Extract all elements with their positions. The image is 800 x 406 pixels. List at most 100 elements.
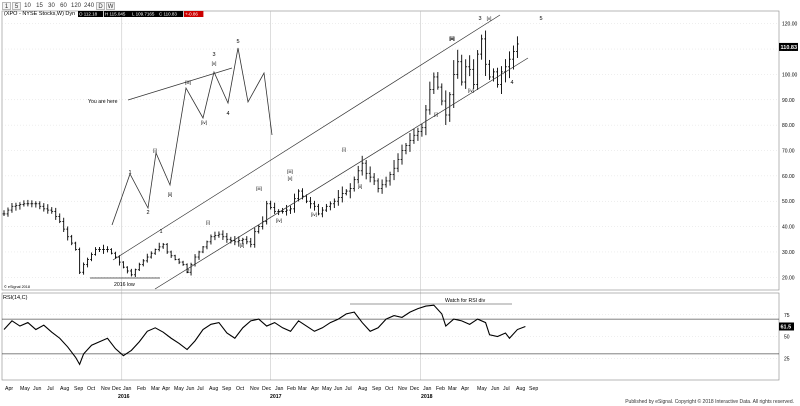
ohlc-readout-value: L 109.7165 bbox=[132, 12, 155, 17]
x-month-label: Feb bbox=[436, 386, 445, 392]
price-tick-label: 50.00 bbox=[782, 199, 795, 205]
ohlc-bar bbox=[169, 250, 173, 258]
ohlc-bar bbox=[436, 72, 440, 90]
elliott-wave-label: [ii] bbox=[450, 36, 455, 41]
ohlc-bar bbox=[265, 200, 269, 225]
ohlc-bar bbox=[344, 189, 348, 196]
ohlc-bar bbox=[102, 244, 105, 254]
ohlc-bar bbox=[380, 179, 384, 194]
x-month-label: Sep bbox=[372, 386, 381, 392]
elliott-wave-label: [v] bbox=[487, 16, 492, 21]
interval-button-w[interactable]: W bbox=[106, 1, 116, 10]
ohlc-readout-box bbox=[78, 11, 104, 17]
elliott-wave-label: 3 bbox=[212, 52, 215, 58]
ohlc-bar bbox=[352, 176, 356, 192]
ohlc-bar bbox=[141, 259, 145, 267]
x-month-label: Aug bbox=[358, 386, 367, 392]
ohlc-bar bbox=[137, 262, 141, 272]
price-tick-label: 40.00 bbox=[782, 225, 795, 231]
ohlc-bar bbox=[372, 173, 376, 186]
ohlc-bar bbox=[384, 176, 388, 188]
ohlc-bar bbox=[165, 243, 169, 254]
ohlc-bar bbox=[488, 59, 491, 80]
x-month-label: Dec bbox=[410, 386, 420, 392]
ohlc-bar bbox=[420, 123, 424, 137]
elliott-wave-label: [ii] bbox=[240, 243, 245, 248]
price-tick-label: 90.00 bbox=[782, 98, 795, 104]
ohlc-bar bbox=[34, 201, 38, 208]
elliott-wave-label: [iv] bbox=[276, 218, 282, 223]
ohlc-bar bbox=[42, 203, 46, 212]
interval-toolbar: 1 5 10 15 30 60 120 240 D W bbox=[0, 0, 800, 11]
ohlc-bar bbox=[313, 200, 316, 211]
ohlc-bar bbox=[6, 207, 10, 217]
ohlc-bar bbox=[209, 234, 213, 245]
ohlc-bar bbox=[217, 231, 221, 238]
ohlc-readout-box bbox=[158, 11, 184, 17]
x-month-label: Apr bbox=[162, 386, 170, 392]
ohlc-readout-box bbox=[184, 11, 204, 17]
ohlc-bar bbox=[185, 263, 189, 274]
x-month-label: Oct bbox=[87, 386, 96, 392]
ohlc-bar bbox=[201, 245, 205, 254]
interval-button-d[interactable]: D bbox=[96, 1, 106, 10]
ohlc-bar bbox=[245, 236, 249, 245]
x-year-label: 2017 bbox=[270, 394, 282, 400]
elliott-wave-label: 3 bbox=[478, 16, 481, 22]
ohlc-bar bbox=[129, 268, 133, 277]
elliott-wave-label: 5 bbox=[236, 39, 239, 45]
ohlc-bar bbox=[432, 72, 436, 94]
x-month-label: Mar bbox=[448, 386, 457, 392]
ohlc-bar bbox=[297, 189, 300, 202]
elliott-wave-label: 5 bbox=[539, 16, 542, 22]
elliott-wave-label: 1 bbox=[128, 170, 131, 176]
ohlc-bar bbox=[149, 251, 153, 259]
ohlc-bar bbox=[400, 144, 404, 165]
elliott-wave-label: 1 bbox=[159, 229, 162, 235]
ohlc-bar bbox=[317, 203, 320, 216]
ohlc-bar bbox=[444, 90, 448, 125]
ohlc-bar bbox=[30, 200, 34, 208]
ohlc-bar bbox=[22, 200, 26, 207]
ohlc-bar bbox=[368, 166, 372, 183]
interval-button-15[interactable]: 15 bbox=[36, 2, 43, 9]
interval-button-5[interactable]: 5 bbox=[12, 1, 21, 10]
ohlc-bar bbox=[50, 207, 54, 214]
ohlc-bar bbox=[157, 242, 161, 252]
interval-button-30[interactable]: 30 bbox=[48, 2, 55, 9]
elliott-wave-label: [iii] bbox=[256, 186, 262, 191]
ohlc-bar bbox=[153, 248, 157, 255]
elliott-wave-label: [ii] bbox=[358, 184, 363, 189]
ohlc-bar bbox=[321, 207, 324, 218]
interval-button-240[interactable]: 240 bbox=[84, 2, 95, 9]
ohlc-bar bbox=[392, 160, 396, 181]
ohlc-bar bbox=[114, 251, 117, 259]
ohlc-bar bbox=[440, 83, 444, 106]
x-year-label: 2018 bbox=[421, 394, 433, 400]
ohlc-bar bbox=[253, 227, 257, 248]
ohlc-bar bbox=[324, 203, 328, 212]
ohlc-bar bbox=[86, 257, 89, 268]
ohlc-readout-value: C 110.83 bbox=[159, 12, 177, 17]
interval-button-60[interactable]: 60 bbox=[60, 2, 67, 9]
interval-button-1[interactable]: 1 bbox=[2, 1, 11, 10]
chart-copyright: © eSignal 2018 bbox=[4, 285, 30, 289]
x-month-label: Feb bbox=[137, 386, 146, 392]
x-month-label: Jul bbox=[345, 386, 352, 392]
interval-button-10[interactable]: 10 bbox=[24, 2, 31, 9]
price-tick-label: 30.00 bbox=[782, 250, 795, 256]
x-month-label: Jan bbox=[275, 386, 283, 392]
ohlc-bar bbox=[508, 51, 511, 79]
ohlc-bar bbox=[416, 127, 420, 141]
ohlc-bar bbox=[82, 262, 85, 275]
you-are-here-pointer bbox=[127, 67, 233, 101]
rsi-last-tag bbox=[779, 322, 794, 331]
ohlc-bar bbox=[205, 240, 209, 250]
ohlc-bar bbox=[237, 236, 241, 247]
chart-title: (XPO - NYSE Stocks,W) Dyn bbox=[4, 11, 75, 17]
x-month-label: Sep bbox=[222, 386, 231, 392]
rsi-annotation: Watch for RSI div bbox=[445, 298, 486, 304]
price-bars bbox=[2, 30, 519, 277]
interval-button-120[interactable]: 120 bbox=[71, 2, 82, 9]
x-month-label: Aug bbox=[209, 386, 218, 392]
